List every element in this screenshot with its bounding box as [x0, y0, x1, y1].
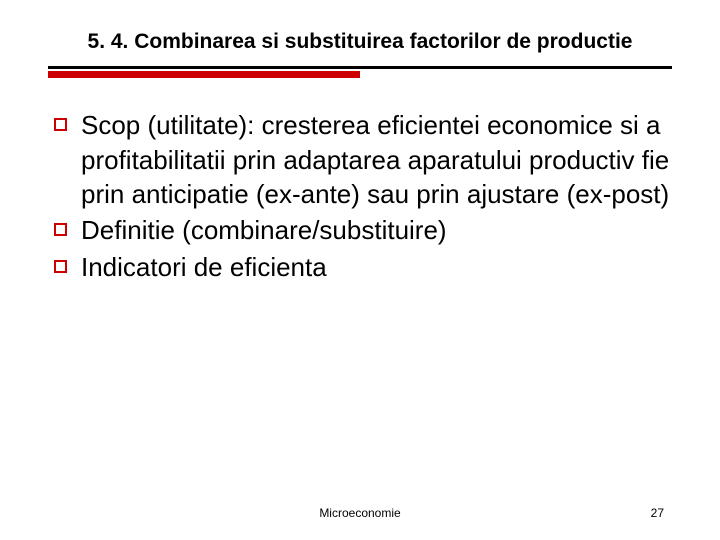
list-item-text: Indicatori de eficienta	[81, 250, 672, 284]
list-item: Scop (utilitate): cresterea eficientei e…	[54, 108, 672, 211]
square-bullet-icon	[54, 118, 67, 131]
slide-title: 5. 4. Combinarea si substituirea factori…	[48, 28, 672, 56]
divider-line-full	[48, 66, 672, 69]
bullet-list: Scop (utilitate): cresterea eficientei e…	[48, 108, 672, 284]
slide-footer: Microeconomie 27	[0, 506, 720, 520]
square-bullet-icon	[54, 260, 67, 273]
title-divider	[48, 66, 672, 80]
footer-label: Microeconomie	[319, 506, 400, 520]
list-item-text: Scop (utilitate): cresterea eficientei e…	[81, 108, 672, 211]
slide: 5. 4. Combinarea si substituirea factori…	[0, 0, 720, 540]
page-number: 27	[651, 506, 664, 520]
list-item-text: Definitie (combinare/substituire)	[81, 213, 672, 247]
divider-line-accent	[48, 71, 360, 78]
list-item: Indicatori de eficienta	[54, 250, 672, 284]
square-bullet-icon	[54, 223, 67, 236]
list-item: Definitie (combinare/substituire)	[54, 213, 672, 247]
